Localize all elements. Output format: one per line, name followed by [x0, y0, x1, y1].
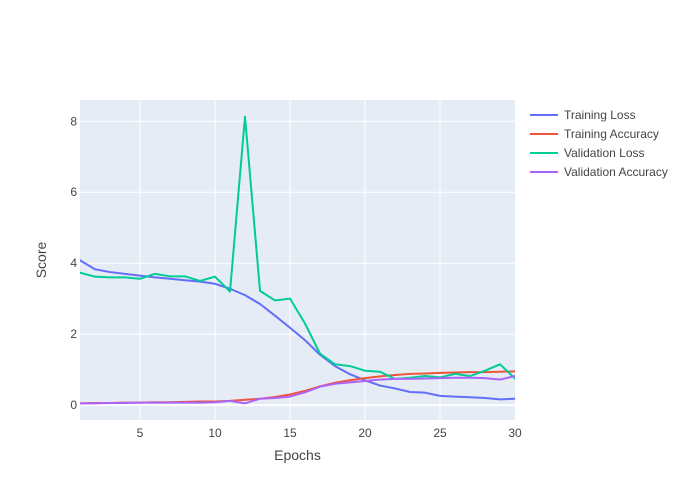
- legend-label: Validation Loss: [564, 146, 645, 160]
- y-axis-ticks: 0 2 4 6 8: [70, 114, 77, 412]
- legend-label: Training Loss: [564, 108, 636, 122]
- x-tick-label: 10: [208, 426, 222, 440]
- y-axis-title: Score: [33, 242, 49, 279]
- series-line-validation-accuracy[interactable]: [80, 375, 515, 405]
- x-tick-label: 5: [137, 426, 144, 440]
- y-tick-label: 4: [70, 256, 77, 270]
- legend-label: Validation Accuracy: [564, 165, 668, 179]
- legend-label: Training Accuracy: [564, 127, 659, 141]
- y-tick-label: 6: [70, 185, 77, 199]
- x-axis-ticks: 5 10 15 20 25 30: [137, 426, 522, 440]
- y-tick-label: 8: [70, 114, 77, 128]
- y-tick-label: 0: [70, 398, 77, 412]
- x-tick-label: 25: [433, 426, 447, 440]
- legend-item-training-loss[interactable]: Training Loss: [530, 108, 636, 122]
- legend-item-validation-accuracy[interactable]: Validation Accuracy: [530, 165, 668, 179]
- plot-background: [80, 100, 515, 420]
- x-tick-label: 15: [283, 426, 297, 440]
- gridlines: [80, 100, 515, 420]
- x-tick-label: 30: [508, 426, 522, 440]
- series-layer: [80, 115, 515, 405]
- series-line-training-loss[interactable]: [80, 259, 515, 401]
- legend-item-training-accuracy[interactable]: Training Accuracy: [530, 127, 659, 141]
- legend[interactable]: Training Loss Training Accuracy Validation…: [530, 108, 668, 179]
- x-axis-title: Epochs: [274, 447, 321, 463]
- x-tick-label: 20: [358, 426, 372, 440]
- y-tick-label: 2: [70, 327, 77, 341]
- series-line-validation-loss[interactable]: [80, 115, 515, 380]
- legend-item-validation-loss[interactable]: Validation Loss: [530, 146, 645, 160]
